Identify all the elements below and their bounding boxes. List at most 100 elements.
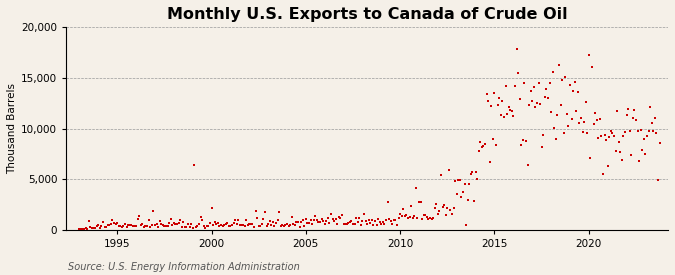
Point <box>588 122 599 126</box>
Point <box>651 131 661 136</box>
Point <box>134 214 144 218</box>
Point <box>640 152 651 156</box>
Point <box>564 83 575 87</box>
Point <box>318 219 329 224</box>
Point <box>560 75 570 79</box>
Point <box>252 216 263 221</box>
Point <box>653 178 664 182</box>
Point <box>157 222 168 227</box>
Point <box>562 111 572 116</box>
Point <box>508 114 519 119</box>
Point <box>93 223 104 228</box>
Point <box>596 134 607 138</box>
Point <box>440 212 451 217</box>
Point <box>513 71 524 76</box>
Point <box>371 222 382 227</box>
Point <box>203 224 214 228</box>
Point <box>637 148 648 153</box>
Point <box>223 224 234 229</box>
Point <box>470 169 481 174</box>
Point <box>450 179 460 183</box>
Point <box>196 218 207 222</box>
Point <box>283 224 294 229</box>
Point <box>217 224 228 228</box>
Point <box>587 65 597 70</box>
Point <box>379 222 390 227</box>
Point <box>327 217 338 221</box>
Point <box>629 108 640 112</box>
Point <box>414 200 425 204</box>
Point <box>448 206 459 211</box>
Point <box>236 223 247 228</box>
Point <box>602 164 613 168</box>
Point <box>150 222 161 227</box>
Point <box>343 221 354 225</box>
Point <box>547 70 558 74</box>
Point <box>467 170 478 174</box>
Point <box>271 221 281 226</box>
Point <box>104 222 115 227</box>
Point <box>593 135 603 140</box>
Point <box>332 222 343 227</box>
Point <box>122 225 132 230</box>
Point <box>580 100 591 104</box>
Point <box>360 219 371 223</box>
Point <box>597 172 608 176</box>
Point <box>623 107 634 111</box>
Point <box>502 112 512 116</box>
Point <box>536 145 547 149</box>
Point <box>358 212 369 216</box>
Point <box>563 124 574 128</box>
Point <box>288 222 298 226</box>
Point <box>238 223 248 227</box>
Point <box>418 213 429 218</box>
Point <box>442 206 453 210</box>
Point <box>119 222 130 226</box>
Point <box>416 217 427 221</box>
Point <box>222 221 233 225</box>
Point <box>539 95 550 100</box>
Point <box>315 220 325 225</box>
Point <box>520 139 531 143</box>
Point <box>258 216 269 221</box>
Point <box>242 223 253 227</box>
Point <box>296 220 306 225</box>
Point <box>123 223 134 228</box>
Point <box>486 104 497 108</box>
Point <box>535 102 545 106</box>
Point <box>206 205 217 210</box>
Point <box>266 223 277 227</box>
Point <box>526 99 537 103</box>
Point <box>205 221 215 225</box>
Point <box>101 225 111 229</box>
Point <box>316 217 327 221</box>
Point <box>118 224 129 229</box>
Point <box>626 153 637 157</box>
Point <box>410 185 421 190</box>
Point <box>433 212 443 216</box>
Point <box>247 222 258 226</box>
Point <box>151 222 162 226</box>
Point <box>201 224 212 229</box>
Point <box>367 218 377 222</box>
Point <box>518 138 529 143</box>
Point <box>244 222 254 226</box>
Point <box>280 222 291 227</box>
Point <box>299 224 310 228</box>
Point <box>214 224 225 228</box>
Point <box>285 223 296 228</box>
Point <box>246 221 256 226</box>
Point <box>311 218 322 222</box>
Point <box>86 226 97 230</box>
Point <box>615 150 626 154</box>
Point <box>239 224 250 228</box>
Point <box>387 222 398 227</box>
Point <box>140 224 151 229</box>
Point <box>452 192 462 197</box>
Point <box>365 221 376 225</box>
Point <box>510 84 520 88</box>
Point <box>85 224 96 229</box>
Point <box>335 216 346 220</box>
Point <box>395 212 406 217</box>
Point <box>96 224 107 228</box>
